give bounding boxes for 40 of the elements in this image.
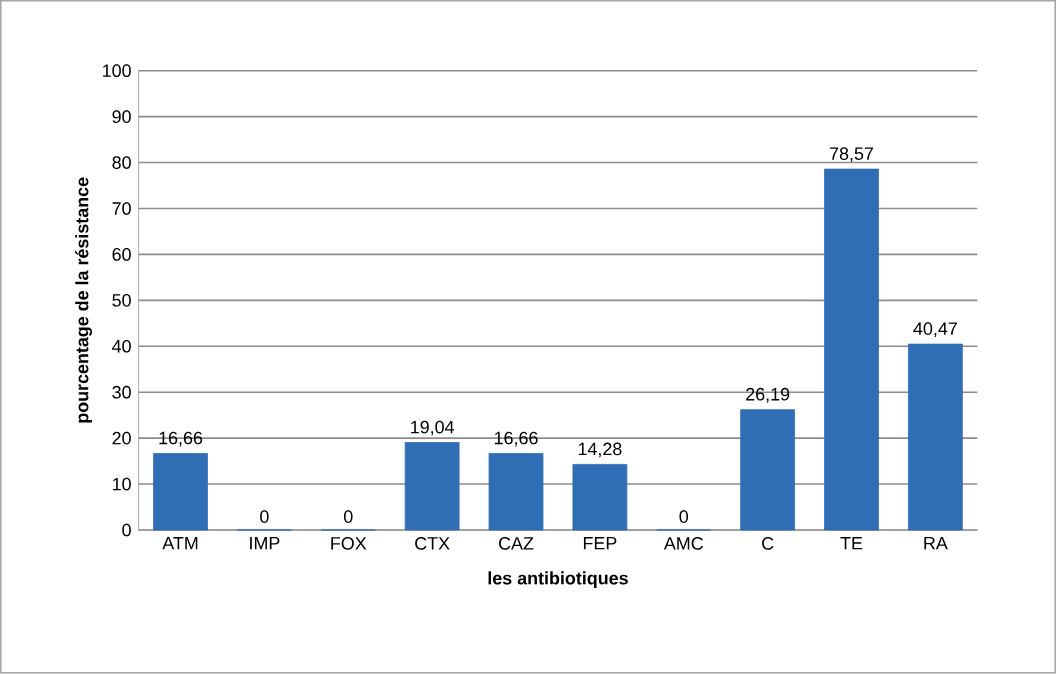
y-tick-label: 40 xyxy=(112,340,131,353)
y-axis-title: pourcentage de la résistance xyxy=(75,177,93,423)
x-tick-label: RA xyxy=(924,537,948,550)
x-tick-label: IMP xyxy=(250,537,280,550)
data-label: 0 xyxy=(679,510,689,524)
data-label: 0 xyxy=(343,510,353,524)
y-tick-label: 90 xyxy=(112,110,131,124)
bar xyxy=(572,464,628,531)
data-label: 14,28 xyxy=(578,442,622,458)
x-tick-label: C xyxy=(762,537,774,550)
y-tick-label: 10 xyxy=(113,477,131,491)
y-tick-label: 20 xyxy=(112,431,131,445)
bar xyxy=(404,442,460,531)
data-label: 26,19 xyxy=(746,388,790,403)
data-label: 16,66 xyxy=(159,431,203,447)
x-tick-label: CAZ xyxy=(499,537,534,550)
bar xyxy=(153,453,208,531)
bar xyxy=(740,409,795,531)
x-tick-label: AMC xyxy=(663,537,703,550)
x-axis-title: les antibiotiques xyxy=(488,571,628,589)
y-tick-label: 60 xyxy=(112,248,131,261)
y-tick-label: 0 xyxy=(122,523,131,537)
y-tick-label: 100 xyxy=(103,64,131,78)
data-label: 78,57 xyxy=(830,147,873,163)
bar xyxy=(908,343,963,531)
y-tick-label: 80 xyxy=(112,156,131,170)
y-tick-label: 50 xyxy=(112,294,131,307)
data-label: 19,04 xyxy=(411,420,455,436)
y-tick-label: 30 xyxy=(112,386,131,399)
x-tick-label: CTX xyxy=(415,537,450,550)
data-label: 40,47 xyxy=(913,322,957,338)
bar xyxy=(824,168,879,531)
bar xyxy=(488,453,544,531)
x-tick-label: ATM xyxy=(162,537,198,550)
x-tick-label: FOX xyxy=(331,537,367,550)
x-tick-label: FEP xyxy=(583,537,617,550)
y-tick-label: 70 xyxy=(112,202,131,216)
data-label: 16,66 xyxy=(494,431,538,447)
x-tick-label: TE xyxy=(840,537,863,550)
data-label: 0 xyxy=(260,510,269,524)
